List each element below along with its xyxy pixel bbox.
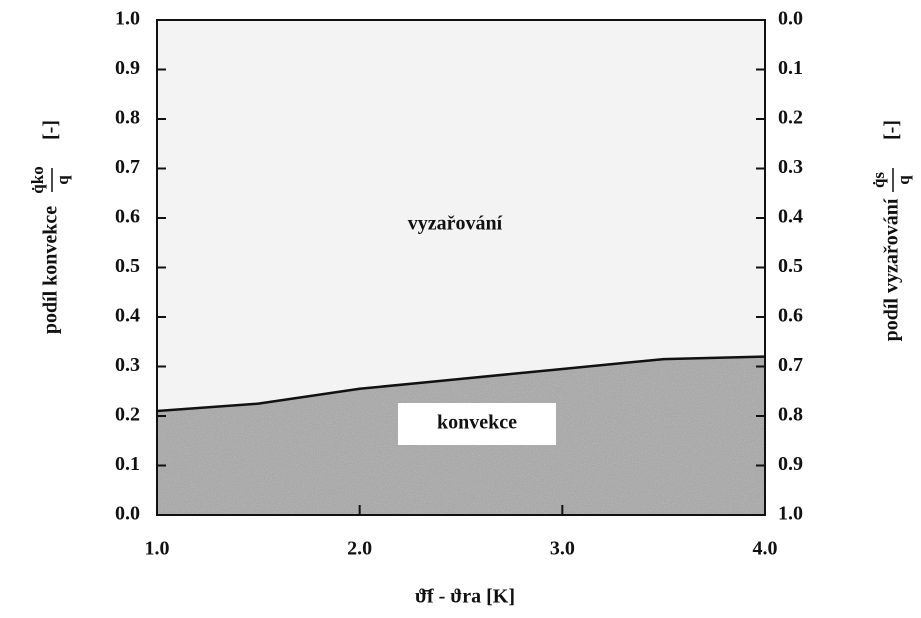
y-label-text: podíl konvekce [40,206,62,334]
y2-tick-label: 0.9 [778,453,803,475]
y2-label-unit: [-] [881,120,903,140]
x-axis-label: ϑ̄f - ϑra [K] [415,586,515,608]
y-tick-label: 0.1 [115,453,140,475]
y2-tick-label: 0.5 [778,255,803,277]
y2-tick-label: 0.7 [778,354,803,376]
y2-tick-label: 0.4 [778,206,803,228]
y-axis-label: podíl konvekce q̇ko q [-] [28,120,72,334]
y2-tick-label: 1.0 [778,503,803,525]
y-tick-label: 0.4 [115,305,140,327]
y2-label-denominator: q [894,175,913,185]
x-tick-label: 3.0 [550,538,575,560]
y-tick-label: 0.2 [115,404,140,426]
y2-tick-label: 0.2 [778,107,803,129]
y2-label-text: podíl vyzařování [881,198,903,341]
y-tick-label: 0.9 [115,57,140,79]
label-box [398,403,556,445]
y2-label-numerator: q̇s [869,172,888,188]
y-tick-label: 0.6 [115,206,140,228]
y-tick-label: 0.8 [115,107,140,129]
y-label-denominator: q [53,175,72,185]
y2-tick-label: 0.6 [778,305,803,327]
x-tick-label: 2.0 [347,538,372,560]
y-tick-label: 1.0 [115,8,140,30]
y-label-unit: [-] [40,120,62,140]
y-label-numerator: q̇ko [28,166,47,193]
annotation: konvekce [437,412,517,434]
x-tick-label: 4.0 [753,538,778,560]
y2-tick-label: 0.8 [778,404,803,426]
boundary-line [156,355,766,413]
y2-tick-label: 0.3 [778,156,803,178]
y-tick-label: 0.5 [115,255,140,277]
y2-tick-label: 0.1 [778,57,803,79]
y-tick-label: 0.0 [115,503,140,525]
y-tick-label: 0.3 [115,354,140,376]
y2-tick-label: 0.0 [778,8,803,30]
y-tick-label: 0.7 [115,156,140,178]
y2-axis-label: podíl vyzařování q̇s q [-] [869,120,913,341]
annotation: vyzařování [408,213,503,235]
x-tick-label: 1.0 [145,538,170,560]
